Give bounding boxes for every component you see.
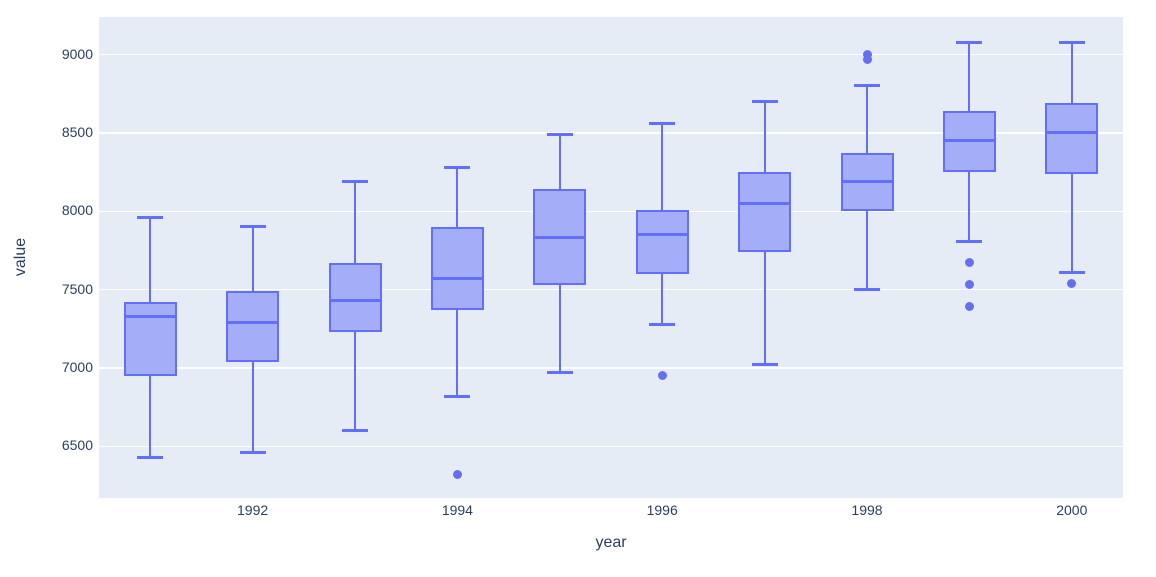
whisker-cap-high — [342, 180, 368, 183]
whisker-cap-low — [649, 322, 676, 326]
outlier-point[interactable] — [657, 371, 667, 381]
whisker-cap-low — [342, 429, 368, 433]
outlier-point[interactable] — [964, 258, 974, 268]
box-1991[interactable] — [123, 302, 177, 376]
x-tick-label: 1998 — [851, 502, 883, 518]
y-tick-label: 7000 — [61, 358, 93, 375]
median-line — [123, 314, 177, 318]
outlier-point[interactable] — [1067, 278, 1077, 288]
y-axis-title: value — [12, 237, 29, 277]
y-tick-label: 9000 — [61, 45, 93, 62]
gridline-y-7000 — [99, 367, 1123, 369]
whisker-cap-high — [444, 165, 471, 169]
y-tick-label: 6500 — [61, 437, 93, 454]
box-1994[interactable] — [430, 226, 484, 310]
whisker-cap-low — [1058, 270, 1085, 274]
gridline-y-6500 — [99, 445, 1123, 448]
box-2000[interactable] — [1045, 103, 1099, 174]
whisker-cap-low — [137, 455, 164, 459]
median-line — [942, 139, 996, 143]
median-line — [533, 236, 587, 240]
outlier-point[interactable] — [452, 469, 462, 479]
whisker-cap-high — [751, 100, 778, 104]
median-line — [738, 201, 792, 205]
x-tick-label: 2000 — [1056, 502, 1088, 518]
whisker-cap-low — [751, 363, 778, 367]
gridline-y-7500 — [99, 288, 1123, 291]
box-1997[interactable] — [738, 172, 792, 252]
box-1996[interactable] — [635, 209, 689, 274]
x-axis-title: year — [595, 534, 627, 551]
whisker-cap-high — [137, 216, 164, 220]
outlier-point[interactable] — [862, 54, 872, 64]
whisker-cap-low — [546, 371, 573, 375]
median-line — [840, 180, 894, 183]
outlier-point[interactable] — [964, 302, 974, 312]
whisker-cap-high — [956, 40, 983, 44]
gridline-y-8500 — [99, 132, 1123, 134]
box-1992[interactable] — [226, 291, 280, 362]
box-1993[interactable] — [328, 262, 382, 332]
x-tick-label: 1992 — [237, 502, 269, 518]
whisker-cap-high — [854, 84, 880, 88]
y-tick-label: 8000 — [61, 202, 93, 219]
whisker-cap-high — [546, 133, 573, 136]
x-tick-label: 1996 — [646, 502, 678, 518]
outlier-point[interactable] — [862, 50, 872, 60]
whisker-cap-low — [956, 239, 983, 243]
whisker-cap-low — [239, 451, 266, 455]
whisker-cap-low — [854, 288, 880, 292]
outlier-point[interactable] — [964, 280, 974, 290]
median-line — [226, 321, 280, 325]
whisker-cap-high — [1058, 40, 1085, 44]
plot-area[interactable] — [99, 17, 1123, 498]
median-line — [328, 299, 382, 303]
whisker-cap-low — [444, 394, 471, 398]
median-line — [635, 233, 689, 237]
gridline-y-9000 — [99, 53, 1123, 56]
y-tick-label: 8500 — [61, 123, 93, 140]
x-tick-label: 1994 — [441, 502, 473, 518]
whisker-cap-high — [239, 225, 266, 229]
y-tick-label: 7500 — [61, 280, 93, 297]
median-line — [430, 277, 484, 281]
whisker-cap-high — [649, 122, 676, 126]
median-line — [1045, 131, 1099, 135]
gridline-y-8000 — [99, 210, 1123, 213]
